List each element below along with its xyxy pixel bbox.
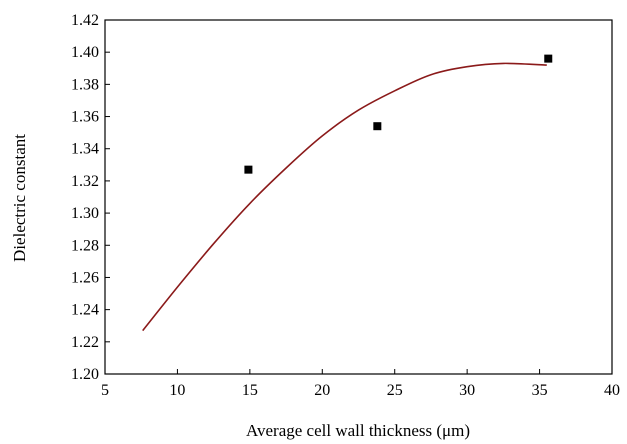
y-tick-label: 1.24: [71, 302, 99, 319]
x-tick-label: 5: [101, 382, 109, 399]
x-tick-label: 10: [169, 382, 185, 399]
y-tick-label: 1.32: [71, 173, 99, 190]
x-tick-label: 40: [604, 382, 620, 399]
data-point: [544, 54, 553, 63]
y-tick-label: 1.22: [71, 334, 99, 351]
y-axis-title: Dielectric constant: [10, 134, 29, 262]
x-tick-label: 20: [314, 382, 330, 399]
data-point: [373, 122, 382, 131]
y-tick-label: 1.20: [71, 366, 99, 383]
y-tick-label: 1.42: [71, 12, 99, 29]
data-point: [244, 165, 253, 174]
fit-curve: [142, 62, 547, 332]
x-tick-label: 35: [532, 382, 548, 399]
x-tick-label: 25: [387, 382, 403, 399]
y-tick-label: 1.28: [71, 237, 99, 254]
x-axis-title: Average cell wall thickness (μm): [246, 421, 470, 440]
y-tick-label: 1.36: [71, 109, 99, 126]
y-tick-label: 1.34: [71, 141, 99, 158]
y-tick-label: 1.30: [71, 205, 99, 222]
y-tick-label: 1.38: [71, 76, 99, 93]
x-tick-label: 30: [459, 382, 475, 399]
y-tick-label: 1.40: [71, 44, 99, 61]
plot-frame: [104, 19, 613, 375]
plot-area: 5 10 15 20 25 30 35 40 1.20 1.22 1.24 1.26 1.28 1.30 1…: [71, 12, 620, 399]
x-tick-label: 15: [242, 382, 258, 399]
y-tick-label: 1.26: [71, 269, 99, 286]
